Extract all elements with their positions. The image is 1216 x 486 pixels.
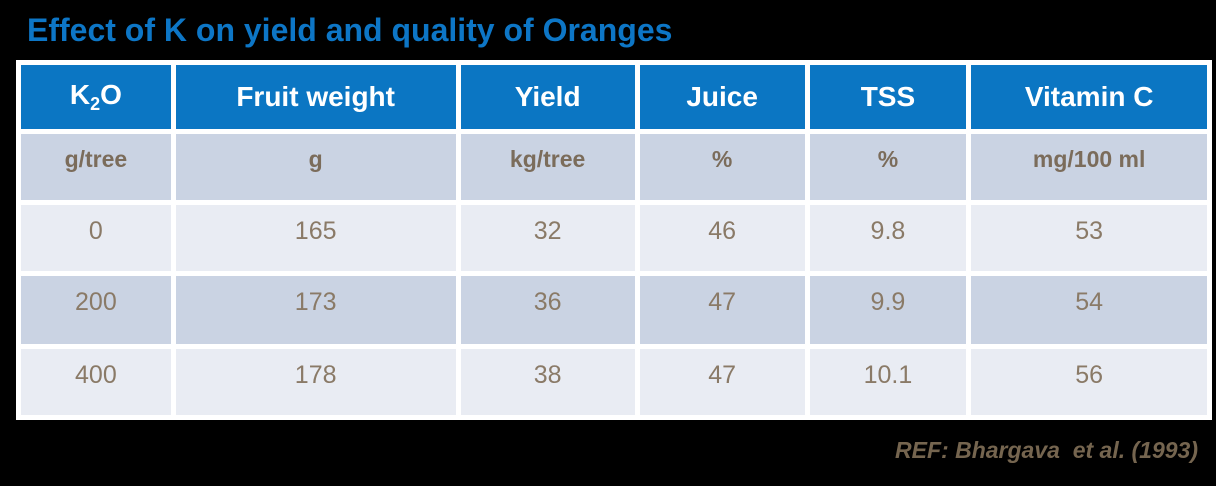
table-header-row: K2O Fruit weight Yield Juice TSS Vitamin… xyxy=(21,65,1207,129)
table-cell: 56 xyxy=(971,349,1207,415)
units-cell: g/tree xyxy=(21,134,171,200)
table-cell: 0 xyxy=(21,205,171,271)
table-cell: 32 xyxy=(460,205,635,271)
table-cell: 178 xyxy=(175,349,456,415)
table-cell: 46 xyxy=(639,205,805,271)
k2o-tail: O xyxy=(100,79,122,110)
table-cell: 10.1 xyxy=(809,349,967,415)
header-cell-juice: Juice xyxy=(639,65,805,129)
k2o-base: K xyxy=(69,79,91,110)
k2o-subscript: 2 xyxy=(90,94,101,114)
table-cell: 165 xyxy=(175,205,456,271)
units-row: g/tree g kg/tree % % mg/100 ml xyxy=(21,134,1207,200)
table-cell: 54 xyxy=(971,276,1207,344)
units-cell: kg/tree xyxy=(460,134,635,200)
header-cell-fruit-weight: Fruit weight xyxy=(175,65,456,129)
table-cell: 53 xyxy=(971,205,1207,271)
units-cell: % xyxy=(809,134,967,200)
table-cell: 9.9 xyxy=(809,276,967,344)
table-cell: 38 xyxy=(460,349,635,415)
oranges-data-table: K2O Fruit weight Yield Juice TSS Vitamin… xyxy=(16,60,1212,420)
table-cell: 36 xyxy=(460,276,635,344)
table-cell: 9.8 xyxy=(809,205,967,271)
header-cell-vitamin-c: Vitamin C xyxy=(971,65,1207,129)
units-cell: mg/100 ml xyxy=(971,134,1207,200)
units-cell: g xyxy=(175,134,456,200)
units-cell: % xyxy=(639,134,805,200)
page-title: Effect of K on yield and quality of Oran… xyxy=(27,12,673,48)
table-row: 200 173 36 47 9.9 54 xyxy=(21,276,1207,344)
reference-text: REF: Bhargava et al. (1993) xyxy=(895,437,1198,463)
header-cell-tss: TSS xyxy=(809,65,967,129)
table-cell: 47 xyxy=(639,276,805,344)
table-cell: 173 xyxy=(175,276,456,344)
header-cell-k2o: K2O xyxy=(21,65,171,129)
table-row: 400 178 38 47 10.1 56 xyxy=(21,349,1207,415)
table-row: 0 165 32 46 9.8 53 xyxy=(21,205,1207,271)
header-cell-yield: Yield xyxy=(460,65,635,129)
table-cell: 400 xyxy=(21,349,171,415)
table-cell: 47 xyxy=(639,349,805,415)
table-cell: 200 xyxy=(21,276,171,344)
